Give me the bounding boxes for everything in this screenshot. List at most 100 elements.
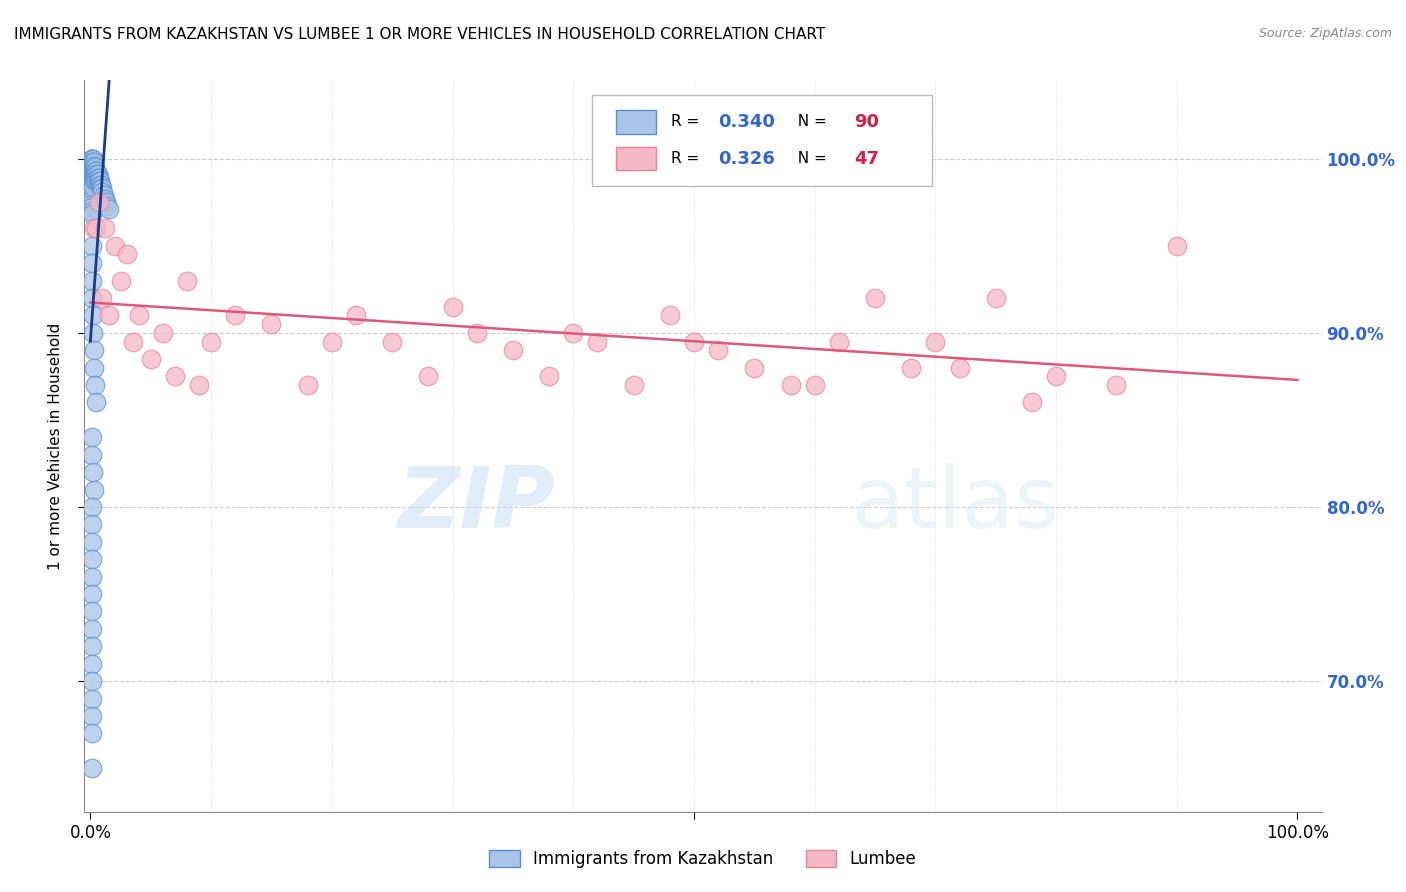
Point xyxy=(80,183,103,197)
Point xyxy=(80,172,103,186)
Point xyxy=(80,169,103,183)
Point xyxy=(297,378,319,392)
Point xyxy=(82,162,104,177)
Point xyxy=(84,170,107,185)
Text: atlas: atlas xyxy=(852,463,1060,546)
FancyBboxPatch shape xyxy=(592,95,932,186)
Point xyxy=(803,378,825,392)
Point xyxy=(863,291,886,305)
Point xyxy=(176,274,198,288)
Text: 0.340: 0.340 xyxy=(718,113,775,131)
Point xyxy=(84,164,107,178)
Point xyxy=(80,291,103,305)
Point xyxy=(80,152,103,166)
Point xyxy=(94,221,117,235)
Point xyxy=(83,155,105,169)
Point xyxy=(80,159,103,173)
Point xyxy=(742,360,765,375)
Point xyxy=(87,174,110,188)
Text: R =: R = xyxy=(671,151,704,166)
Point xyxy=(80,674,103,689)
Point xyxy=(110,274,132,288)
Point xyxy=(224,309,246,323)
Point xyxy=(658,309,681,323)
Point xyxy=(83,483,105,497)
Point xyxy=(83,172,105,186)
Point xyxy=(984,291,1007,305)
Text: Source: ZipAtlas.com: Source: ZipAtlas.com xyxy=(1258,27,1392,40)
Point xyxy=(91,291,114,305)
Bar xyxy=(616,147,657,170)
Point xyxy=(86,167,108,181)
Point xyxy=(900,360,922,375)
Point xyxy=(82,159,104,173)
Point xyxy=(94,195,117,210)
Point xyxy=(86,170,108,185)
Point xyxy=(87,195,110,210)
Point xyxy=(90,178,112,192)
Point xyxy=(89,178,111,192)
Point xyxy=(121,334,143,349)
Text: 47: 47 xyxy=(853,150,879,168)
Point xyxy=(80,186,103,201)
Point xyxy=(83,162,105,177)
Point xyxy=(83,159,105,173)
Point xyxy=(84,167,107,181)
Point xyxy=(83,169,105,183)
Text: ZIP: ZIP xyxy=(396,463,554,546)
Point xyxy=(96,199,118,213)
Point xyxy=(83,343,105,358)
Point xyxy=(84,161,107,175)
Point xyxy=(82,326,104,340)
Point xyxy=(779,378,801,392)
Point xyxy=(80,604,103,618)
Point xyxy=(80,165,103,179)
Point xyxy=(948,360,970,375)
Point xyxy=(93,188,115,202)
Point xyxy=(86,174,108,188)
Point xyxy=(80,194,103,208)
Point xyxy=(562,326,585,340)
Point xyxy=(344,309,367,323)
Point xyxy=(86,167,108,181)
Point xyxy=(82,169,104,183)
Point xyxy=(80,517,103,532)
Point xyxy=(707,343,730,358)
Point xyxy=(91,181,114,195)
Point xyxy=(115,247,138,261)
Text: 0.326: 0.326 xyxy=(718,150,775,168)
Point xyxy=(80,197,103,211)
Point xyxy=(1045,369,1067,384)
Point xyxy=(80,430,103,444)
Point xyxy=(82,309,104,323)
Point xyxy=(139,351,162,366)
Point xyxy=(80,534,103,549)
Point xyxy=(90,181,112,195)
Point xyxy=(83,165,105,179)
Point xyxy=(80,238,103,252)
Point xyxy=(623,378,645,392)
Text: 90: 90 xyxy=(853,113,879,131)
Point xyxy=(80,622,103,636)
Point xyxy=(418,369,440,384)
Point xyxy=(80,709,103,723)
Point xyxy=(80,190,103,204)
Point xyxy=(86,174,108,188)
Point xyxy=(86,170,108,185)
Point xyxy=(94,192,117,206)
Text: R =: R = xyxy=(671,114,704,129)
Point xyxy=(828,334,851,349)
Point xyxy=(83,221,105,235)
Point xyxy=(89,174,111,188)
Point xyxy=(86,164,108,178)
Point xyxy=(82,179,104,194)
Point xyxy=(1021,395,1043,409)
Point xyxy=(502,343,524,358)
Point xyxy=(97,202,120,216)
Point xyxy=(80,448,103,462)
Point xyxy=(80,761,103,775)
Point xyxy=(86,221,108,235)
Point xyxy=(188,378,211,392)
Point xyxy=(80,152,103,166)
Point xyxy=(80,657,103,671)
